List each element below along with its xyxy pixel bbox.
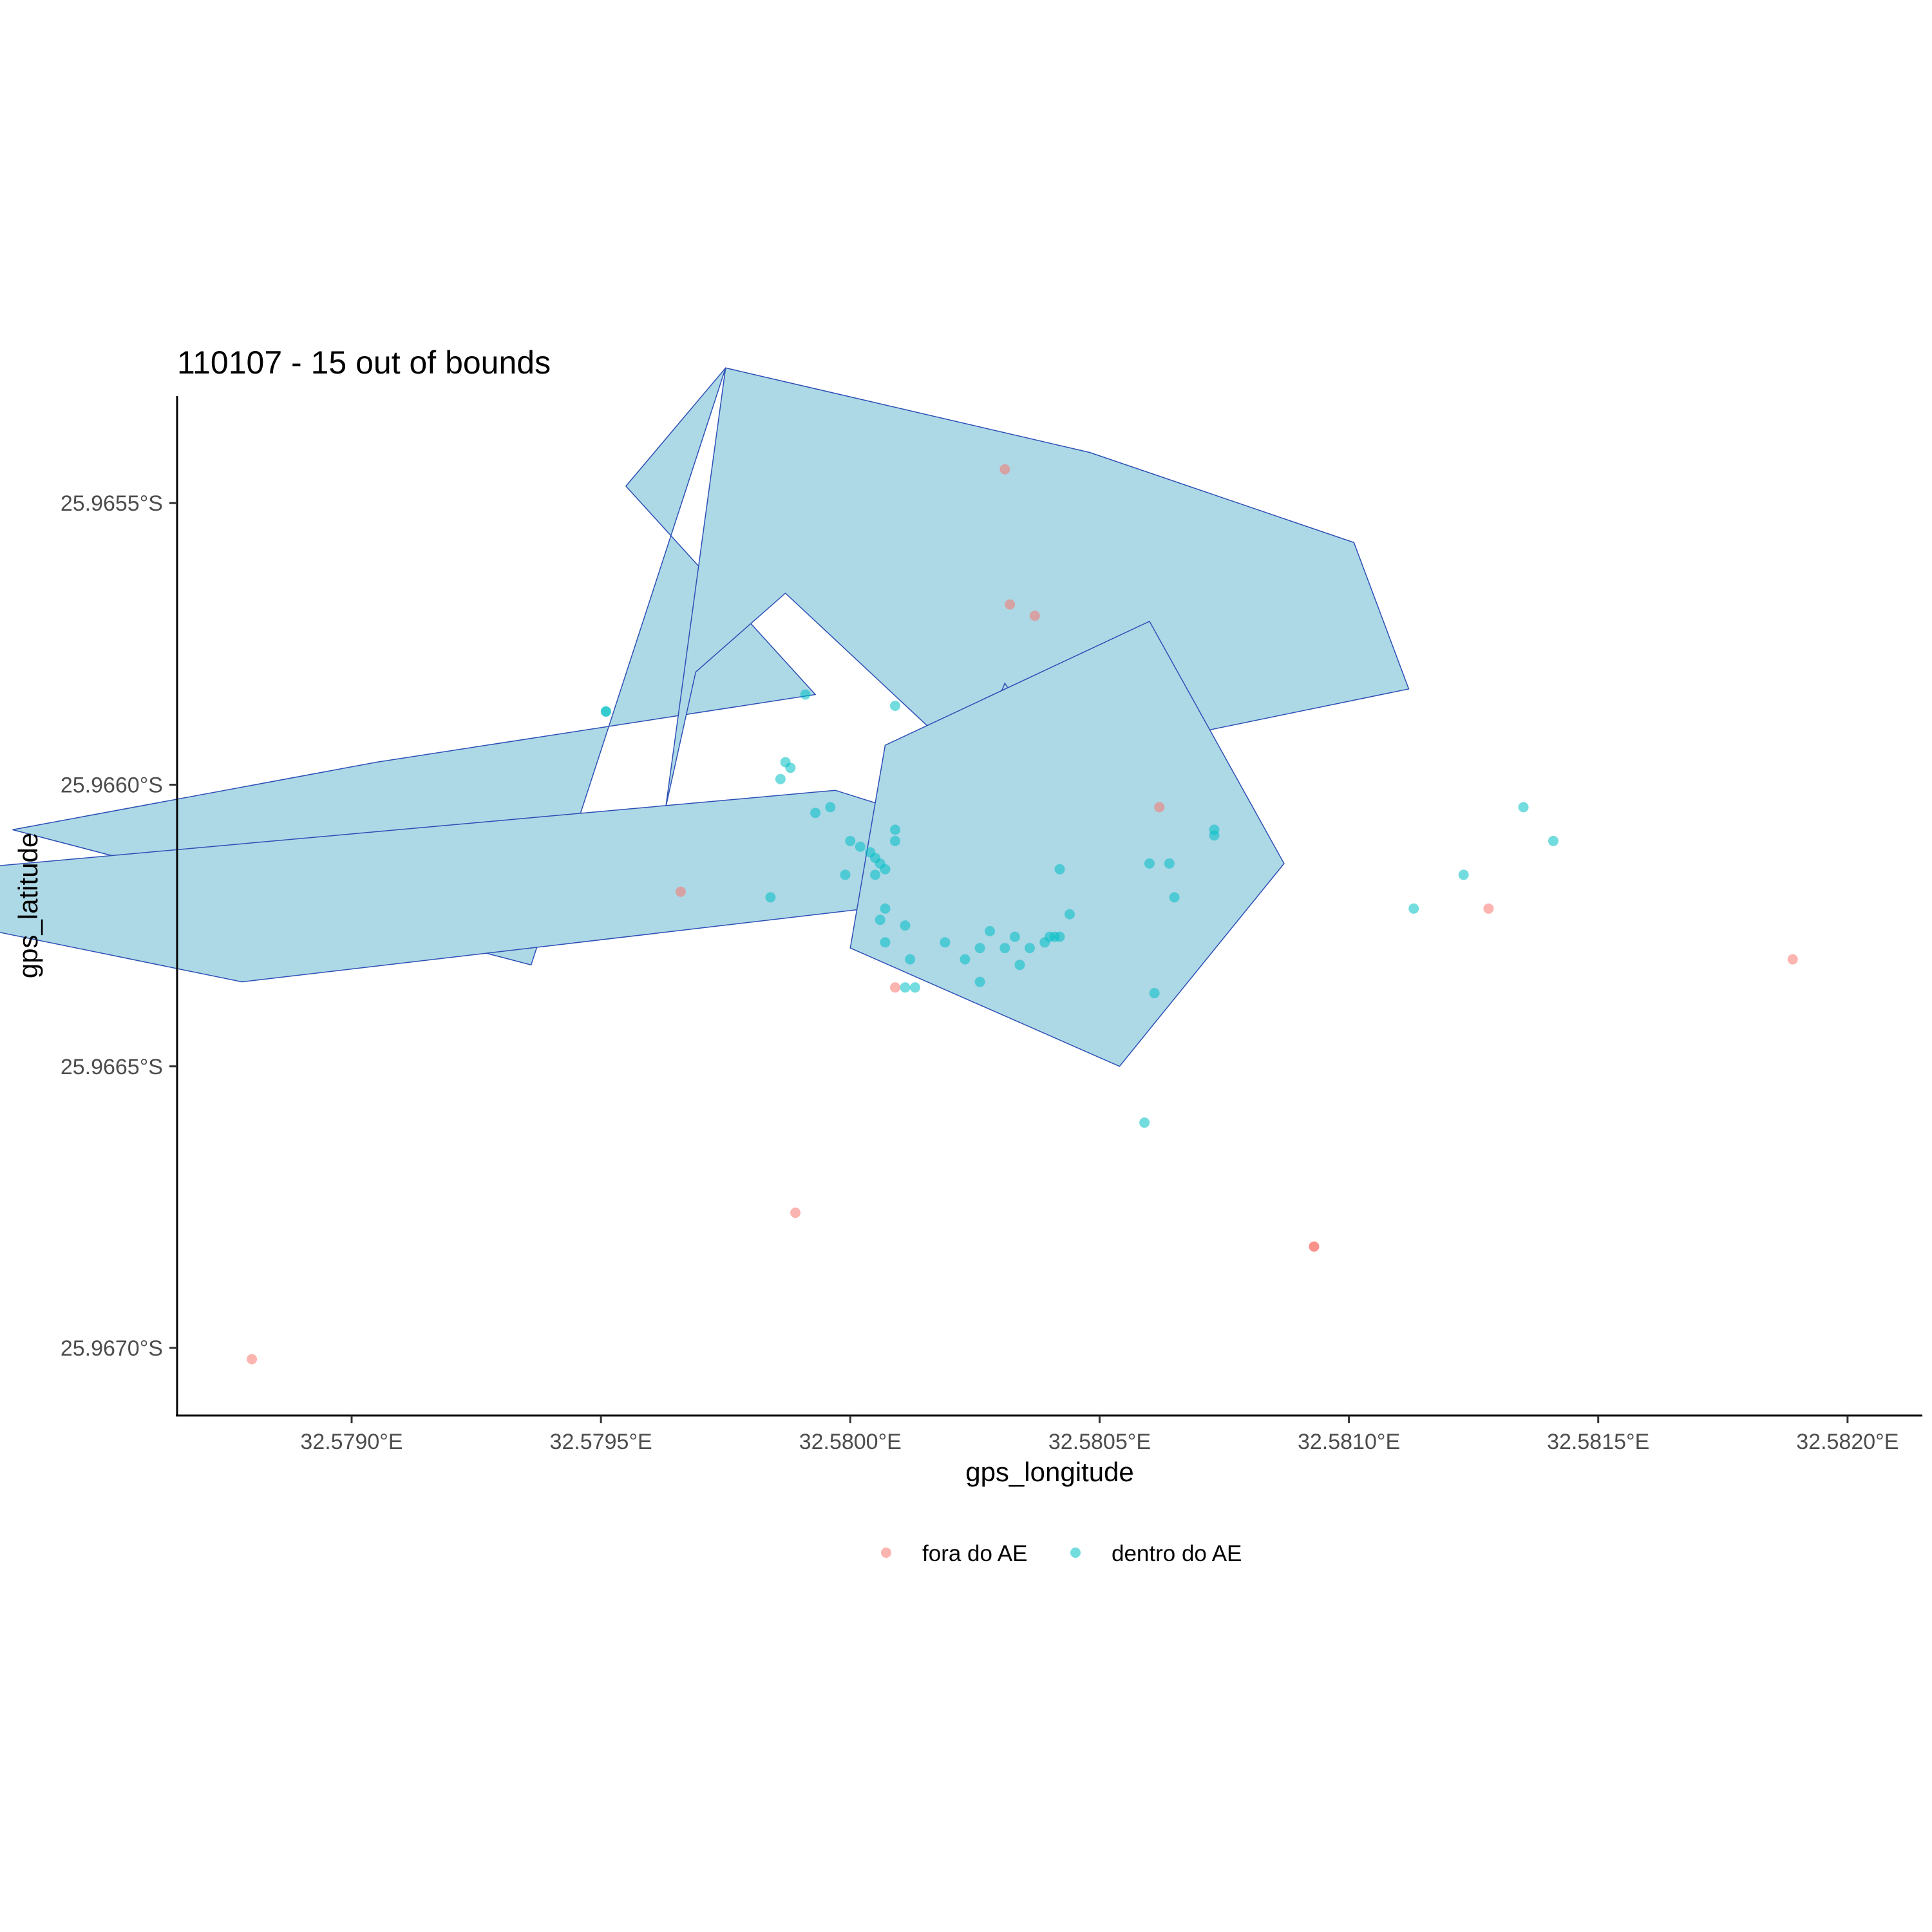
point-inside-22 [900, 920, 911, 931]
point-inside-39 [1144, 858, 1155, 869]
point-inside-38 [1054, 864, 1065, 875]
point-inside-45 [1209, 824, 1220, 835]
point-inside-2 [600, 706, 611, 717]
legend-label-dentro: dentro do AE [1112, 1541, 1242, 1566]
point-inside-47 [909, 982, 920, 993]
point-outside-11 [1483, 903, 1494, 914]
point-inside-36 [1054, 931, 1065, 942]
chart-title: 110107 - 15 out of bounds [177, 345, 551, 381]
point-outside-3 [790, 1208, 801, 1218]
point-inside-18 [890, 824, 900, 835]
point-inside-3 [800, 689, 811, 700]
point-inside-25 [940, 937, 951, 948]
point-inside-52 [1518, 802, 1529, 813]
point-outside-12 [1787, 954, 1798, 965]
point-outside-2 [676, 886, 686, 897]
point-outside-5 [999, 464, 1010, 475]
point-inside-28 [985, 925, 996, 936]
point-inside-8 [825, 802, 836, 813]
y-tick-label: 25.9655°S [61, 491, 163, 516]
x-tick-label: 32.5790°E [300, 1430, 402, 1454]
point-inside-17 [870, 869, 880, 880]
point-inside-7 [775, 773, 786, 784]
point-inside-9 [810, 808, 821, 819]
x-axis-title: gps_longitude [965, 1457, 1134, 1487]
y-axis-title: gps_latitude [13, 833, 43, 979]
point-inside-46 [900, 982, 911, 993]
y-tick-label: 25.9660°S [61, 773, 163, 797]
point-inside-42 [1149, 988, 1160, 999]
x-tick-label: 32.5805°E [1048, 1430, 1151, 1454]
point-inside-37 [1065, 909, 1075, 920]
x-tick-label: 32.5820°E [1796, 1430, 1899, 1454]
x-tick-label: 32.5800°E [799, 1430, 902, 1454]
point-outside-6 [1005, 599, 1016, 610]
x-tick-label: 32.5795°E [550, 1430, 652, 1454]
point-inside-40 [1164, 858, 1175, 869]
point-inside-21 [875, 914, 886, 925]
point-inside-27 [974, 943, 985, 954]
area-polygon-1 [12, 367, 817, 966]
point-inside-53 [1548, 835, 1558, 846]
point-inside-4 [890, 701, 900, 711]
area-polygons [0, 367, 1410, 1067]
legend-label-fora: fora do AE [922, 1541, 1027, 1566]
point-inside-19 [890, 835, 900, 846]
legend: fora do AE dentro do AE [881, 1541, 1242, 1566]
point-outside-8 [1154, 802, 1165, 813]
legend-key-dentro [1070, 1548, 1081, 1558]
point-inside-6 [785, 762, 796, 773]
point-outside-10 [1309, 1241, 1320, 1252]
point-outside-4 [890, 982, 900, 993]
x-tick-label: 32.5815°E [1547, 1430, 1649, 1454]
point-inside-23 [880, 937, 891, 948]
x-axis-ticks: 32.5790°E 32.5795°E 32.5800°E 32.5805°E 32.5… [300, 1416, 1899, 1454]
point-inside-31 [1014, 960, 1025, 971]
point-inside-49 [765, 892, 776, 903]
point-inside-11 [855, 841, 866, 852]
point-outside-7 [1029, 611, 1040, 621]
point-inside-32 [1025, 943, 1035, 954]
point-inside-41 [1169, 892, 1180, 903]
point-inside-26 [960, 954, 971, 965]
point-inside-24 [905, 954, 916, 965]
point-inside-10 [845, 835, 856, 846]
point-inside-29 [999, 943, 1010, 954]
point-inside-43 [1139, 1117, 1150, 1128]
legend-key-fora [881, 1548, 891, 1558]
y-tick-label: 25.9670°S [61, 1336, 163, 1361]
area-polygon-4 [849, 620, 1285, 1067]
point-inside-48 [974, 976, 985, 987]
point-inside-15 [880, 864, 891, 875]
point-inside-20 [880, 903, 891, 914]
point-inside-30 [1009, 931, 1020, 942]
point-outside-1 [247, 1354, 258, 1365]
x-tick-label: 32.5810°E [1298, 1430, 1400, 1454]
y-axis-ticks: 25.9655°S 25.9660°S 25.9665°S 25.9670°S [61, 491, 177, 1361]
y-tick-label: 25.9665°S [61, 1055, 163, 1079]
point-inside-16 [840, 869, 851, 880]
point-inside-51 [1458, 869, 1469, 880]
point-inside-50 [1408, 903, 1419, 914]
data-points [247, 464, 1798, 1365]
